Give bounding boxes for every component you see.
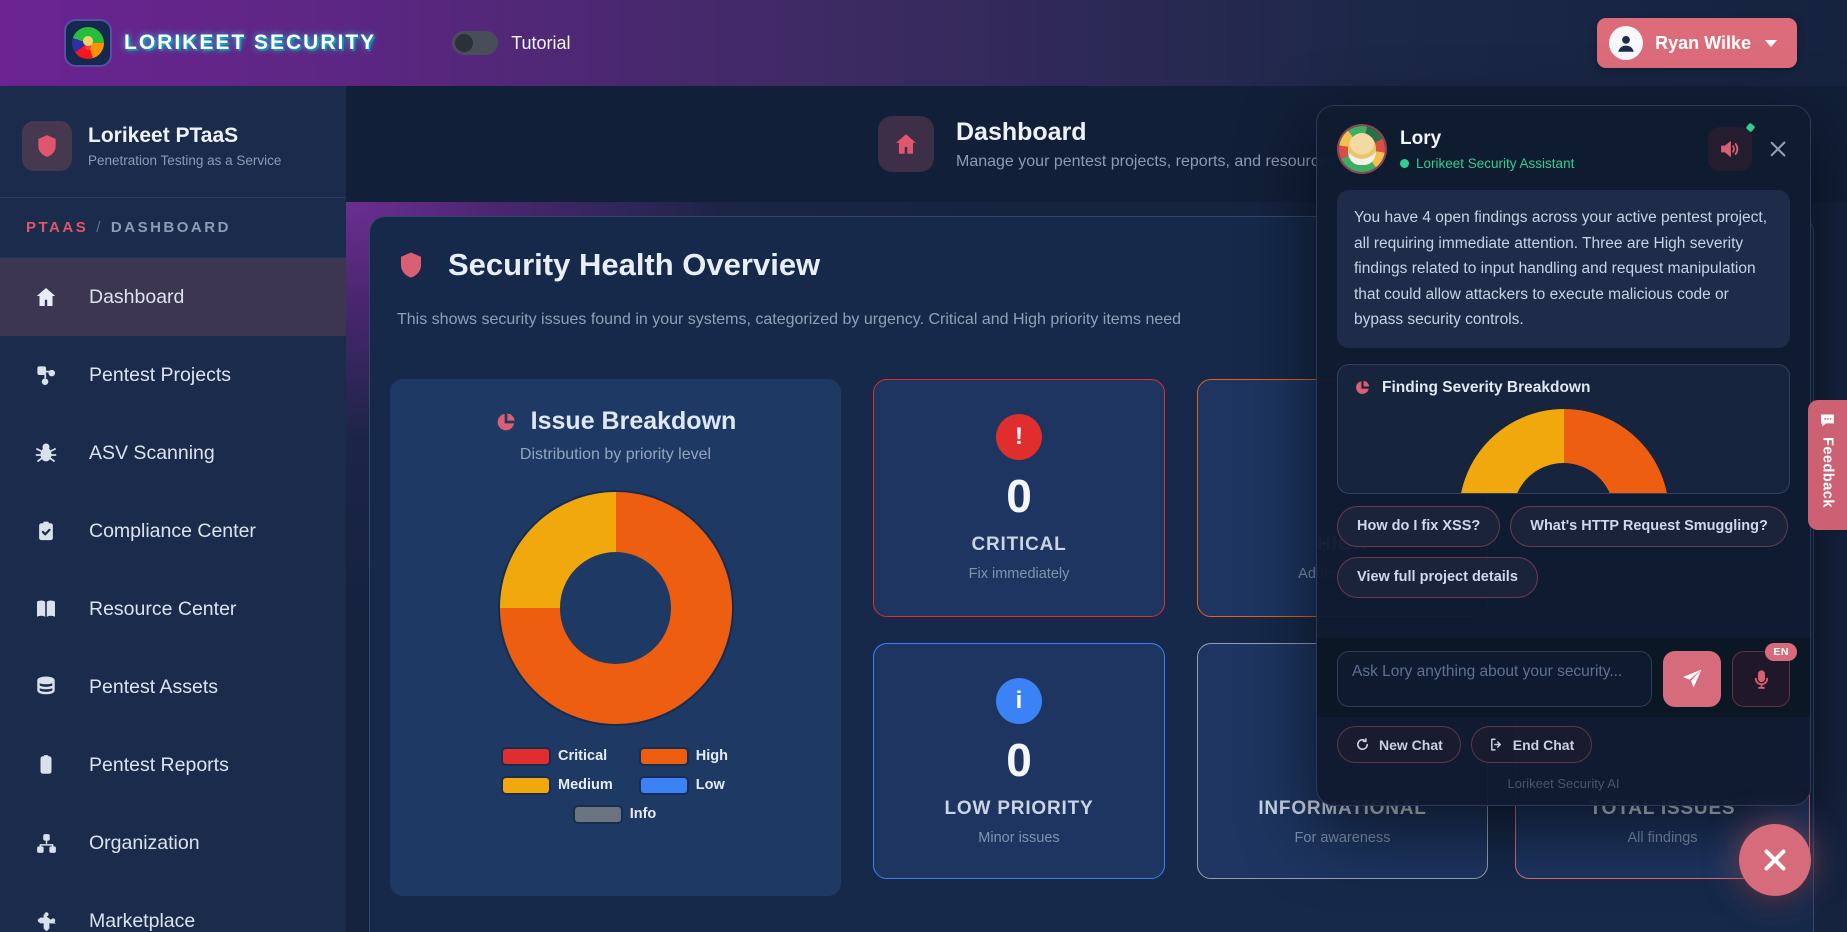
breadcrumb-current: DASHBOARD bbox=[110, 219, 231, 236]
critical-count: 0 bbox=[1006, 470, 1032, 522]
end-chat-button[interactable]: End Chat bbox=[1470, 726, 1593, 763]
sidebar-item-pentest-assets[interactable]: Pentest Assets bbox=[0, 648, 346, 726]
legend-swatch-medium bbox=[503, 777, 549, 793]
sidebar-item-dashboard[interactable]: Dashboard bbox=[0, 258, 346, 336]
language-badge: EN bbox=[1765, 643, 1797, 661]
share-nodes-icon bbox=[33, 362, 59, 388]
assistant-status: Lorikeet Security Assistant bbox=[1416, 155, 1575, 171]
bug-icon bbox=[33, 440, 59, 466]
finding-severity-card: Finding Severity Breakdown bbox=[1337, 363, 1790, 494]
product-header: Lorikeet PTaaS Penetration Testing as a … bbox=[0, 86, 346, 198]
product-subtitle: Penetration Testing as a Service bbox=[88, 152, 282, 168]
send-button[interactable] bbox=[1663, 651, 1721, 707]
sitemap-icon bbox=[33, 830, 59, 856]
user-avatar-icon bbox=[1609, 26, 1644, 60]
brand-title: LORIKEET SECURITY bbox=[124, 31, 377, 54]
info-circle-icon: i bbox=[996, 678, 1042, 724]
sidebar-item-asv-scanning[interactable]: ASV Scanning bbox=[0, 414, 346, 492]
legend-swatch-critical bbox=[503, 748, 549, 764]
sparkle-dot bbox=[1745, 122, 1756, 133]
pie-chart-icon bbox=[1354, 379, 1371, 396]
clipboard-check-icon bbox=[33, 518, 59, 544]
severity-card-title: Finding Severity Breakdown bbox=[1382, 378, 1591, 396]
issue-breakdown-title: Issue Breakdown bbox=[530, 407, 737, 435]
legend-swatch-info bbox=[574, 806, 621, 822]
issue-breakdown-card: Issue Breakdown Distribution by priority… bbox=[390, 379, 841, 896]
sidebar-item-pentest-reports[interactable]: Pentest Reports bbox=[0, 726, 346, 804]
chevron-down-icon bbox=[1765, 39, 1777, 47]
chat-input[interactable]: Ask Lory anything about your security... bbox=[1337, 651, 1652, 707]
pie-chart-icon bbox=[495, 411, 517, 433]
sidebar: Lorikeet PTaaS Penetration Testing as a … bbox=[0, 86, 346, 932]
breadcrumb-root[interactable]: PTAAS bbox=[26, 219, 89, 236]
legend-swatch-low bbox=[640, 777, 687, 793]
feedback-label: Feedback bbox=[1819, 437, 1836, 508]
chip-view-project[interactable]: View full project details bbox=[1337, 556, 1538, 598]
exclamation-circle-icon: ! bbox=[996, 414, 1042, 460]
critical-metric-card: ! 0 CRITICAL Fix immediately bbox=[873, 379, 1165, 617]
tutorial-control: Tutorial bbox=[452, 31, 571, 55]
chat-header: Lory Lorikeet Security Assistant bbox=[1317, 106, 1810, 186]
lory-avatar bbox=[1339, 126, 1385, 172]
tutorial-label: Tutorial bbox=[511, 32, 571, 53]
overview-description: This shows security issues found in your… bbox=[397, 311, 1182, 328]
sidebar-item-resource-center[interactable]: Resource Center bbox=[0, 570, 346, 648]
overview-title: Security Health Overview bbox=[448, 247, 821, 282]
home-icon bbox=[878, 116, 934, 172]
assistant-message: You have 4 open findings across your act… bbox=[1337, 190, 1790, 348]
user-name: Ryan Wilke bbox=[1655, 32, 1751, 53]
online-status-dot bbox=[1400, 158, 1409, 168]
microphone-button[interactable]: EN bbox=[1732, 643, 1797, 707]
report-icon bbox=[33, 752, 59, 778]
chat-actions: New Chat End Chat bbox=[1317, 717, 1810, 763]
chat-input-bar: Ask Lory anything about your security...… bbox=[1317, 638, 1810, 717]
lory-chat-panel: Lory Lorikeet Security Assistant You hav… bbox=[1316, 105, 1811, 806]
shield-icon bbox=[22, 120, 72, 171]
shield-icon bbox=[396, 250, 426, 280]
new-chat-button[interactable]: New Chat bbox=[1337, 726, 1461, 763]
assistant-name: Lory bbox=[1400, 127, 1442, 149]
issue-breakdown-subtitle: Distribution by priority level bbox=[519, 446, 712, 463]
speaker-button[interactable] bbox=[1708, 122, 1756, 171]
chat-message-area: You have 4 open findings across your act… bbox=[1317, 186, 1810, 638]
chip-http-smuggling[interactable]: What's HTTP Request Smuggling? bbox=[1510, 505, 1788, 547]
database-icon bbox=[33, 674, 59, 700]
top-bar: LORIKEET SECURITY Tutorial Ryan Wilke bbox=[0, 0, 1847, 86]
close-icon[interactable] bbox=[1768, 139, 1788, 159]
home-icon bbox=[33, 284, 59, 310]
sidebar-item-marketplace[interactable]: Marketplace bbox=[0, 882, 346, 932]
chat-launcher-close-button[interactable] bbox=[1739, 824, 1811, 896]
chip-fix-xss[interactable]: How do I fix XSS? bbox=[1337, 505, 1501, 547]
chat-footer: Lorikeet Security AI bbox=[1507, 776, 1620, 791]
sidebar-item-organization[interactable]: Organization bbox=[0, 804, 346, 882]
product-title: Lorikeet PTaaS bbox=[88, 123, 239, 147]
book-open-icon bbox=[33, 596, 59, 622]
parrot-logo-icon bbox=[66, 21, 110, 65]
feedback-tab[interactable]: Feedback bbox=[1808, 400, 1847, 530]
page-title: Dashboard bbox=[956, 117, 1087, 146]
issue-breakdown-donut-chart bbox=[499, 492, 732, 724]
sidebar-item-compliance-center[interactable]: Compliance Center bbox=[0, 492, 346, 570]
tutorial-toggle[interactable] bbox=[452, 31, 499, 55]
puzzle-icon bbox=[33, 908, 59, 932]
brand[interactable]: LORIKEET SECURITY bbox=[66, 21, 376, 65]
legend-swatch-high bbox=[640, 748, 687, 764]
finding-severity-donut-chart bbox=[1458, 408, 1669, 493]
suggested-prompts: How do I fix XSS? What's HTTP Request Sm… bbox=[1337, 505, 1790, 598]
breadcrumb-separator: / bbox=[96, 219, 103, 236]
user-menu-button[interactable]: Ryan Wilke bbox=[1597, 18, 1797, 68]
chart-legend: Critical High Medium Low Info bbox=[390, 748, 841, 822]
sidebar-item-pentest-projects[interactable]: Pentest Projects bbox=[0, 336, 346, 414]
breadcrumb: PTAAS / DASHBOARD bbox=[0, 198, 346, 258]
low-count: 0 bbox=[1006, 734, 1032, 786]
page-subtitle: Manage your pentest projects, reports, a… bbox=[956, 152, 1336, 170]
low-priority-metric-card: i 0 LOW PRIORITY Minor issues bbox=[873, 643, 1165, 879]
chat-bubble-icon bbox=[1819, 412, 1836, 429]
